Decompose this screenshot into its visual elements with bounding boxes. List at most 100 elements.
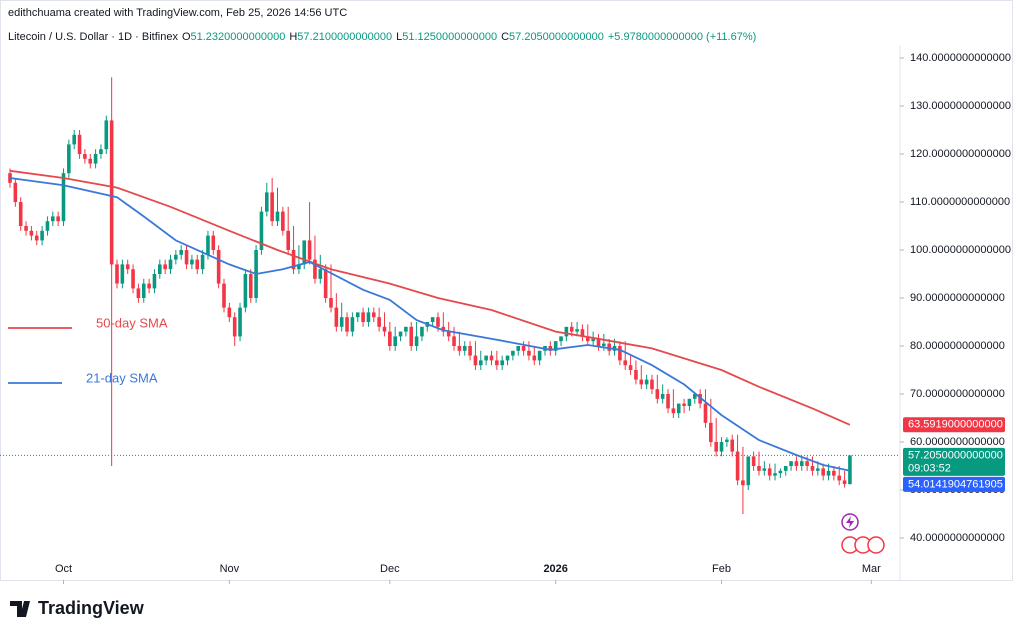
- candle-body: [692, 394, 697, 399]
- candle-body: [307, 240, 312, 260]
- candle-body: [789, 461, 793, 466]
- candle-body: [409, 326, 414, 346]
- candle-body: [741, 480, 745, 486]
- candle-body: [821, 468, 825, 476]
- candle-body: [339, 317, 344, 327]
- symbol: Litecoin / U.S. Dollar · 1D · Bitfinex: [8, 31, 178, 43]
- candle-body: [93, 154, 98, 164]
- candle-body: [67, 144, 71, 174]
- candle-body: [211, 235, 216, 250]
- price-label: 54.0141904761905: [908, 478, 1003, 490]
- candle-body: [61, 173, 66, 222]
- price-label: 63.5919000000000: [908, 419, 1003, 431]
- y-tick-label: 90.0000000000000: [910, 292, 1005, 304]
- x-tick-label: Mar: [862, 563, 881, 575]
- candle-body: [725, 439, 729, 442]
- candle-body: [848, 455, 852, 485]
- candle-body: [495, 360, 499, 366]
- candle-body: [468, 346, 472, 356]
- candle-body: [18, 202, 23, 226]
- y-tick-label: 40.0000000000000: [910, 532, 1005, 544]
- candle-body: [109, 120, 114, 265]
- candle-body: [457, 346, 462, 351]
- candle-body: [147, 283, 151, 289]
- event-icon: [867, 536, 885, 554]
- ohlc-key: L: [396, 31, 403, 43]
- candle-body: [13, 182, 18, 202]
- symbol-row: Litecoin / U.S. Dollar · 1D · Bitfinex O 5…: [8, 31, 756, 43]
- candle-body: [115, 264, 119, 284]
- candle-body: [842, 480, 847, 485]
- event-icon: [841, 513, 859, 531]
- candle-body: [99, 149, 103, 154]
- ohlc-value: 57.2050000000000: [509, 31, 604, 43]
- candle-body: [703, 403, 708, 423]
- candle-body: [655, 389, 660, 399]
- candle-body: [446, 331, 451, 337]
- candle-body: [687, 398, 692, 406]
- candle-body: [559, 336, 563, 342]
- candle-body: [141, 283, 146, 298]
- candle-body: [168, 259, 173, 270]
- candle-body: [602, 343, 606, 346]
- chart-frame: [0, 0, 1013, 581]
- candle-body: [393, 336, 397, 346]
- candle-body: [709, 422, 713, 442]
- ohlc-key: O: [181, 31, 191, 43]
- candle-body: [29, 230, 34, 236]
- candle-body: [816, 468, 820, 471]
- candle-body: [698, 394, 702, 404]
- candle-body: [639, 379, 644, 385]
- candle-body: [644, 379, 649, 385]
- candle-body: [596, 338, 601, 346]
- candle-body: [136, 288, 141, 298]
- candle-body: [206, 235, 210, 255]
- candle-body: [388, 331, 392, 346]
- candle-body: [72, 134, 77, 145]
- candle-body: [291, 250, 296, 270]
- candle-body: [329, 298, 333, 308]
- x-tick-label: Feb: [712, 563, 731, 575]
- y-tick-label: 140.0000000000000: [910, 52, 1011, 64]
- candle-body: [88, 158, 93, 164]
- candle-body: [45, 221, 50, 231]
- candle-body: [666, 394, 670, 409]
- candle-body: [489, 355, 494, 361]
- candle-body: [719, 442, 724, 452]
- y-tick-label: 100.0000000000000: [910, 244, 1011, 256]
- candle-body: [628, 365, 633, 370]
- candle-body: [264, 192, 269, 212]
- candle-body: [650, 379, 654, 390]
- candle-body: [404, 326, 408, 332]
- candle-body: [505, 355, 510, 361]
- candle-body: [441, 326, 446, 332]
- candle-body: [569, 326, 574, 332]
- y-tick-label: 80.0000000000000: [910, 340, 1005, 352]
- candle-body: [355, 312, 360, 318]
- candle-body: [152, 274, 157, 289]
- candle-body: [243, 274, 248, 308]
- candle-body: [660, 394, 665, 399]
- candle-body: [104, 120, 109, 150]
- y-tick-label: 70.0000000000000: [910, 388, 1005, 400]
- candle-body: [436, 317, 440, 327]
- candle-body: [420, 326, 424, 337]
- countdown: 09:03:52: [908, 462, 951, 474]
- candle-body: [837, 475, 842, 481]
- candle-body: [302, 240, 307, 265]
- candle-body: [318, 269, 323, 279]
- candle-body: [286, 230, 290, 250]
- candle-body: [783, 466, 788, 471]
- candle-body: [227, 307, 232, 318]
- candle-body: [195, 259, 200, 270]
- candle-body: [473, 355, 478, 366]
- candle-body: [671, 408, 676, 414]
- candle-body: [511, 350, 515, 356]
- candle-body: [248, 274, 253, 298]
- price-label: 57.2050000000000: [908, 449, 1003, 461]
- candle-body: [826, 470, 831, 476]
- candle-body: [521, 346, 526, 351]
- candle-body: [564, 326, 569, 337]
- price-label-box: [903, 476, 1005, 492]
